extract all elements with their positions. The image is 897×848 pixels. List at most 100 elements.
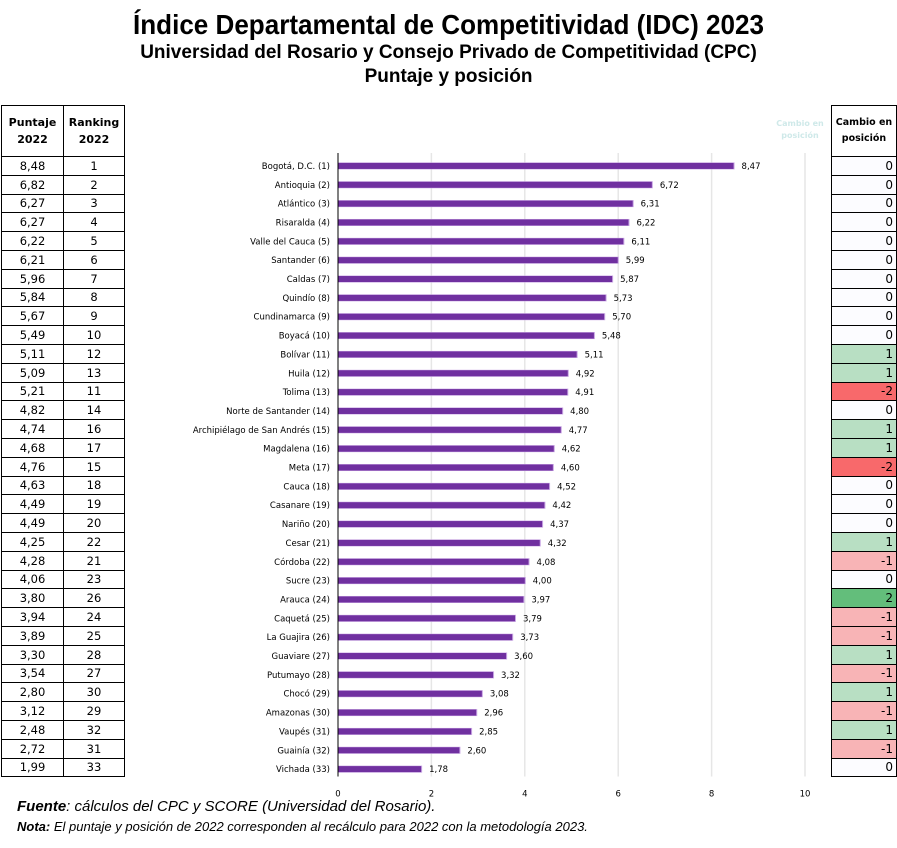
- table-row: 4,49 20: [1, 513, 125, 533]
- position-change-cell: 0: [831, 212, 897, 233]
- x-tick-label: 4: [522, 790, 527, 800]
- table-row: 5,09 13: [1, 362, 125, 383]
- bar: [338, 257, 618, 264]
- category-label: Bogotá, D.C. (1): [262, 162, 330, 172]
- table-row: 5,96 7: [1, 268, 125, 289]
- score-2022-cell: 6,22: [1, 231, 64, 251]
- value-label: 4,52: [557, 482, 576, 492]
- category-label: Casanare (19): [270, 501, 330, 511]
- bar: [338, 332, 594, 339]
- bar: [338, 445, 554, 452]
- category-label: Atlántico (3): [278, 200, 330, 210]
- category-label: Caldas (7): [287, 275, 330, 285]
- score-2022-cell: 6,27: [1, 193, 64, 214]
- value-label: 4,80: [570, 407, 589, 417]
- position-change-cell: 0: [831, 757, 897, 778]
- bar: [338, 200, 633, 207]
- bar: [338, 709, 477, 716]
- bar: [338, 238, 624, 245]
- score-2022-cell: 3,54: [1, 663, 64, 684]
- bar: [338, 502, 545, 509]
- bar: [338, 577, 525, 584]
- table-row: 0: [831, 249, 897, 270]
- value-label: 3,08: [490, 690, 509, 700]
- table-row: 0: [831, 231, 897, 251]
- bar: [338, 407, 563, 414]
- bars: [338, 162, 735, 773]
- position-change-cell: 0: [831, 494, 897, 515]
- source-label: Fuente: [17, 798, 67, 815]
- chart-subtitle: Universidad del Rosario y Consejo Privad…: [140, 42, 757, 63]
- bar: [338, 596, 524, 603]
- x-tick-label: 10: [800, 790, 811, 800]
- table-row: 0: [831, 287, 897, 308]
- bar: [338, 539, 540, 546]
- position-change-cell: 0: [831, 475, 897, 496]
- position-change-cell: 0: [831, 306, 897, 327]
- header-ranking-line2: 2022: [78, 133, 110, 146]
- category-label: Cesar (21): [286, 539, 330, 549]
- category-label: Boyacá (10): [279, 332, 330, 342]
- category-label: Vichada (33): [276, 765, 330, 775]
- chart-title: Índice Departamental de Competitividad (…: [133, 9, 764, 40]
- table-change-header-row: Cambio en posición: [831, 105, 897, 157]
- rank-2022-cell: 5: [63, 231, 125, 251]
- value-label: 2,96: [484, 709, 503, 719]
- rank-2022-cell: 29: [63, 701, 125, 721]
- value-label: 4,32: [548, 539, 567, 549]
- table-row: 6,22 5: [1, 231, 125, 251]
- value-label: 6,22: [636, 218, 655, 228]
- rank-2022-cell: 33: [63, 757, 125, 778]
- score-2022-cell: 5,11: [1, 343, 64, 364]
- category-label: Santander (6): [271, 256, 330, 266]
- value-label: 6,72: [660, 181, 679, 191]
- value-labels: 8,47 6,726,31 6,22 6,11 5,99 5,87 5,73 5,70 5,48…: [429, 162, 760, 775]
- category-label: Tolima (13): [282, 388, 330, 398]
- category-label: Chocó (29): [283, 689, 330, 700]
- header-puntaje-line1: Puntaje: [8, 116, 57, 129]
- value-label: 3,32: [501, 671, 520, 681]
- bar: [338, 671, 494, 678]
- bar: [338, 219, 629, 226]
- value-label: 3,73: [520, 633, 539, 643]
- table-row: 1: [831, 437, 897, 458]
- x-tick-label: 2: [429, 790, 434, 800]
- value-label: 3,60: [514, 652, 533, 662]
- position-change-cell: 1: [831, 719, 897, 740]
- score-2022-cell: 5,49: [1, 325, 64, 345]
- source-text: : cálculos del CPC y SCORE (Universidad …: [66, 798, 436, 815]
- table-row: -1: [831, 701, 897, 721]
- table-row: -2: [831, 456, 897, 477]
- table-row: 2,80 30: [1, 682, 125, 703]
- category-label: Valle del Cauca (5): [250, 237, 330, 247]
- bar: [338, 181, 652, 188]
- table-row: 4,68 17: [1, 437, 125, 458]
- score-2022-cell: 8,48: [1, 156, 64, 176]
- table-row: 4,49 19: [1, 494, 125, 515]
- category-label: La Guajira (26): [267, 633, 330, 643]
- position-change-cell: 1: [831, 419, 897, 439]
- rank-2022-cell: 2: [63, 174, 125, 195]
- rank-2022-cell: 4: [63, 212, 125, 233]
- value-label: 4,77: [569, 426, 588, 436]
- value-label: 5,99: [626, 256, 645, 266]
- table-row: 4,25 22: [1, 531, 125, 552]
- category-label: Vaupés (31): [279, 726, 330, 737]
- position-change-cell: 0: [831, 569, 897, 590]
- table-row: 0: [831, 212, 897, 233]
- table-position-change: Cambio en posición 0 0 0 0 0 0 0 0 0 0 1 1 -2 0 1 1 -2 0 0 0…: [831, 105, 897, 778]
- ghost-header-line1: Cambio en: [776, 119, 824, 128]
- table-row: 0: [831, 174, 897, 195]
- category-label: Sucre (23): [286, 577, 330, 587]
- header-cambio-posicion: Cambio en posición: [831, 105, 897, 157]
- position-change-cell: 0: [831, 193, 897, 214]
- rank-2022-cell: 11: [63, 381, 125, 402]
- table-row: 0: [831, 193, 897, 214]
- ghost-header-cambio: Cambio en posición: [770, 118, 830, 142]
- position-change-cell: -2: [831, 456, 897, 477]
- table-2022: Puntaje 2022 Ranking 2022 8,48 1 6,82 2 6,27 3 6…: [1, 105, 125, 778]
- score-2022-cell: 1,99: [1, 757, 64, 778]
- score-2022-cell: 4,49: [1, 494, 64, 515]
- table-row: 3,80 26: [1, 588, 125, 609]
- category-label: Magdalena (16): [263, 445, 330, 455]
